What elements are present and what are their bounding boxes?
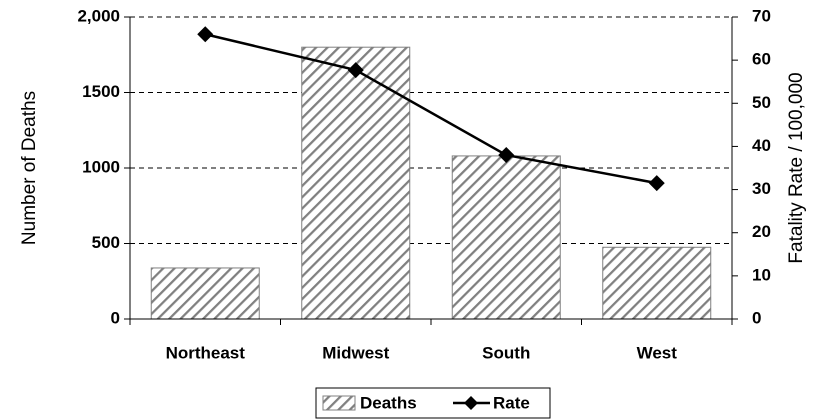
y2-tick-label: 60 <box>752 50 771 69</box>
bar <box>451 155 561 320</box>
bar <box>602 246 712 320</box>
y-tick-label: 1500 <box>82 82 120 101</box>
y-axis-title: Number of Deaths <box>19 91 40 245</box>
legend-label: Deaths <box>360 393 417 412</box>
x-tick-label: South <box>482 343 530 362</box>
marker <box>498 147 515 164</box>
y-tick-label: 0 <box>111 308 120 327</box>
y-tick-label: 2,000 <box>77 6 120 25</box>
x-tick-label: Northeast <box>166 343 246 362</box>
y2-tick-label: 0 <box>752 308 761 327</box>
bar <box>150 267 260 320</box>
y2-tick-label: 20 <box>752 222 771 241</box>
legend-swatch <box>322 395 356 411</box>
x-tick-label: West <box>637 343 678 362</box>
y2-tick-label: 10 <box>752 265 771 284</box>
marker <box>197 26 214 43</box>
marker <box>648 175 665 192</box>
y2-axis-title: Fatality Rate / 100,000 <box>786 72 807 263</box>
y2-tick-label: 30 <box>752 179 771 198</box>
y-tick-label: 500 <box>92 233 120 252</box>
x-tick-label: Midwest <box>322 343 389 362</box>
y2-tick-label: 70 <box>752 6 771 25</box>
y2-tick-label: 40 <box>752 136 771 155</box>
marker <box>347 62 364 79</box>
line <box>204 33 657 185</box>
legend-label: Rate <box>493 393 530 412</box>
bar <box>301 46 411 320</box>
legend-marker <box>464 396 478 410</box>
y-tick-label: 1000 <box>82 157 120 176</box>
y2-tick-label: 50 <box>752 93 771 112</box>
